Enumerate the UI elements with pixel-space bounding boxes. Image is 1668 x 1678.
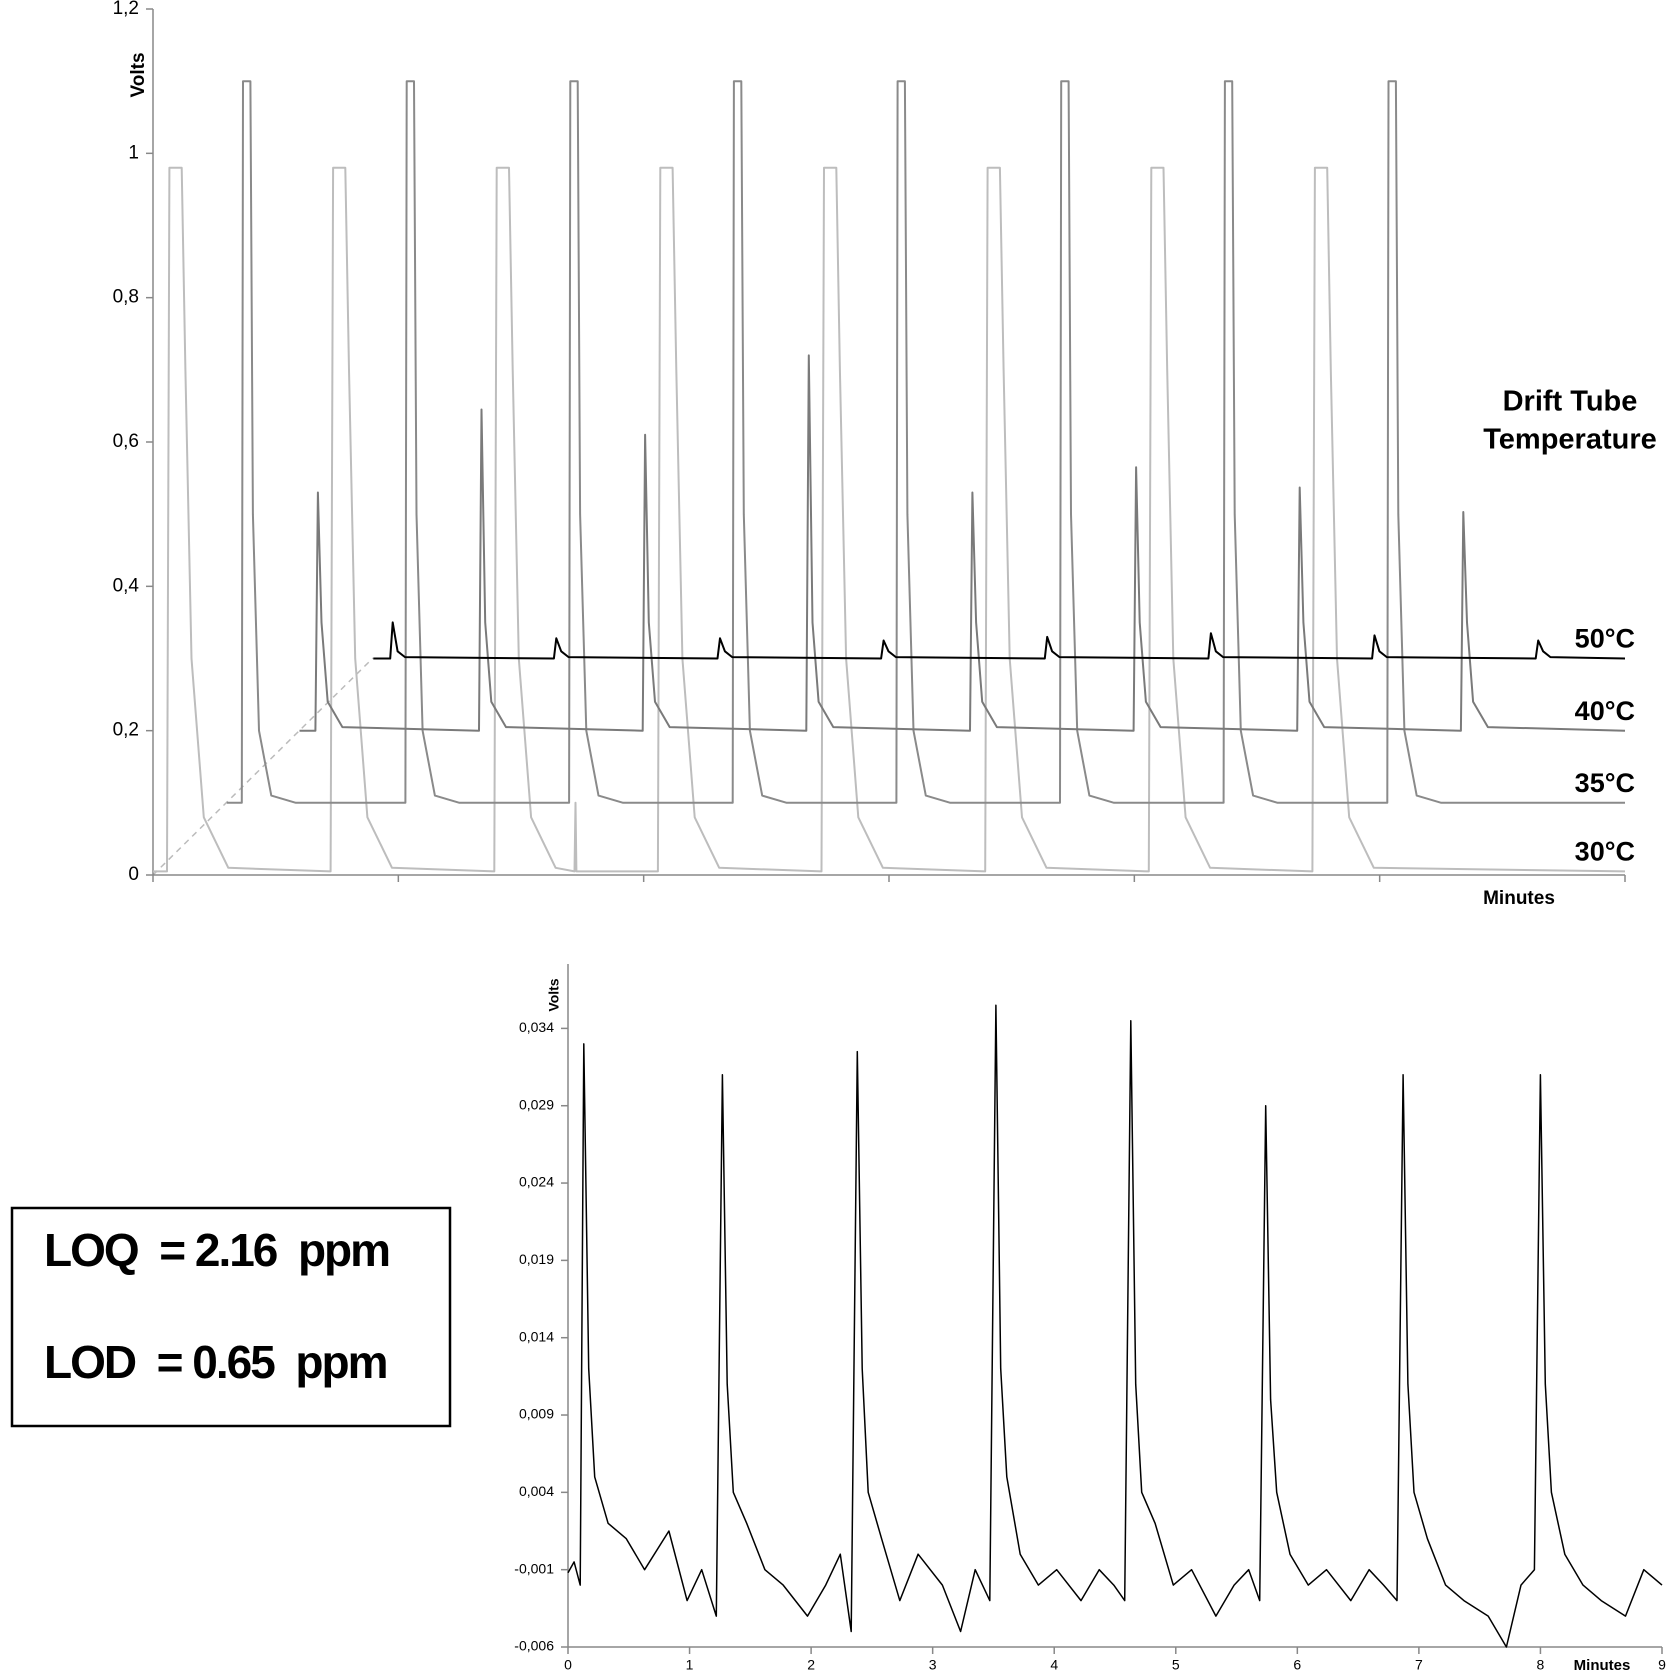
series-line xyxy=(299,354,1626,732)
x-tick-label: 0 xyxy=(564,1657,572,1673)
x-tick-label: 2 xyxy=(807,1657,815,1673)
lod-text: LOD = 0.65 ppm xyxy=(44,1336,387,1388)
x-tick-label: 6 xyxy=(1293,1657,1301,1673)
x-tick-label: 4 xyxy=(1050,1657,1058,1673)
y-tick-label: 0,029 xyxy=(519,1096,554,1112)
annotation: Drift Tube xyxy=(1503,386,1638,418)
loq-text: LOQ = 2.16 ppm xyxy=(44,1224,389,1276)
x-tick-label: 5 xyxy=(1172,1657,1180,1673)
y-tick-label: 0,009 xyxy=(519,1406,554,1422)
series-label: 40°C xyxy=(1575,696,1635,726)
result-box xyxy=(10,1206,452,1428)
x-tick-label: 3 xyxy=(929,1657,937,1673)
y-tick-label: 0,6 xyxy=(113,431,139,452)
series-line xyxy=(153,166,1626,873)
annotation: Temperature xyxy=(1483,424,1657,456)
y-tick-label: 0,014 xyxy=(519,1328,554,1344)
y-tick-label: 1,2 xyxy=(113,0,139,19)
y-tick-label: -0,006 xyxy=(514,1638,554,1654)
offset-guide xyxy=(152,657,374,876)
x-tick-label: 9 xyxy=(1658,1657,1666,1673)
series-line xyxy=(567,1004,1663,1648)
series-line xyxy=(373,621,1626,660)
y-tick-label: 0,2 xyxy=(113,720,139,741)
series-label: 35°C xyxy=(1575,768,1635,798)
y-tick-label: 0 xyxy=(128,864,139,885)
y-tick-label: 0,4 xyxy=(113,575,140,596)
x-axis-title: Minutes xyxy=(1483,888,1555,909)
x-tick-label: 1 xyxy=(686,1657,694,1673)
y-axis-title: Volts xyxy=(128,52,149,97)
series-label: 30°C xyxy=(1575,837,1635,867)
x-tick-label: 8 xyxy=(1537,1657,1545,1673)
series-line xyxy=(226,80,1625,804)
series-label: 50°C xyxy=(1575,624,1635,654)
y-tick-label: 1 xyxy=(128,142,139,163)
y-axis-title: Volts xyxy=(546,978,562,1011)
y-tick-label: 0,019 xyxy=(519,1251,554,1267)
y-tick-label: -0,001 xyxy=(514,1560,554,1576)
x-tick-label: 7 xyxy=(1415,1657,1423,1673)
y-tick-label: 0,024 xyxy=(519,1174,554,1190)
y-tick-label: 0,8 xyxy=(113,287,139,308)
x-axis-title: Minutes xyxy=(1574,1657,1631,1674)
y-tick-label: 0,034 xyxy=(519,1019,554,1035)
y-tick-label: 0,004 xyxy=(519,1483,554,1499)
